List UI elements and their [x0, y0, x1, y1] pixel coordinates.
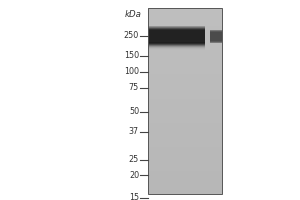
- Text: 100: 100: [124, 68, 139, 76]
- Text: 37: 37: [129, 128, 139, 136]
- Text: 75: 75: [129, 84, 139, 92]
- Text: 50: 50: [129, 108, 139, 116]
- Bar: [148, 8, 222, 194]
- Text: kDa: kDa: [125, 10, 142, 19]
- Text: 20: 20: [129, 170, 139, 180]
- Text: 15: 15: [129, 194, 139, 200]
- Text: 25: 25: [129, 156, 139, 164]
- Text: 150: 150: [124, 51, 139, 60]
- Text: 250: 250: [124, 31, 139, 40]
